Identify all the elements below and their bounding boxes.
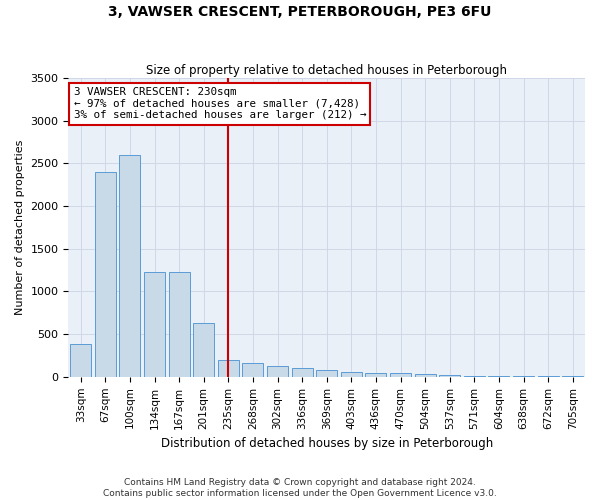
Bar (488, 376, 509, 377)
Bar (95, 172, 116, 377)
Bar (119, 155, 140, 377)
Y-axis label: Number of detached properties: Number of detached properties (15, 140, 25, 315)
Bar (439, 375, 460, 377)
Bar (365, 372, 386, 377)
Bar (144, 272, 165, 377)
Bar (242, 363, 263, 377)
Text: 3 VAWSER CRESCENT: 230sqm
← 97% of detached houses are smaller (7,428)
3% of sem: 3 VAWSER CRESCENT: 230sqm ← 97% of detac… (74, 87, 366, 120)
Bar (464, 376, 485, 377)
Text: 3, VAWSER CRESCENT, PETERBOROUGH, PE3 6FU: 3, VAWSER CRESCENT, PETERBOROUGH, PE3 6F… (109, 5, 491, 19)
Title: Size of property relative to detached houses in Peterborough: Size of property relative to detached ho… (146, 64, 507, 77)
Bar (169, 272, 190, 377)
Bar (415, 374, 436, 377)
Bar (70, 344, 91, 377)
Bar (193, 323, 214, 377)
Bar (267, 366, 288, 377)
Bar (316, 370, 337, 377)
Bar (292, 368, 313, 377)
Bar (390, 374, 411, 377)
X-axis label: Distribution of detached houses by size in Peterborough: Distribution of detached houses by size … (161, 437, 493, 450)
Bar (218, 360, 239, 377)
Bar (341, 372, 362, 377)
Text: Contains HM Land Registry data © Crown copyright and database right 2024.
Contai: Contains HM Land Registry data © Crown c… (103, 478, 497, 498)
